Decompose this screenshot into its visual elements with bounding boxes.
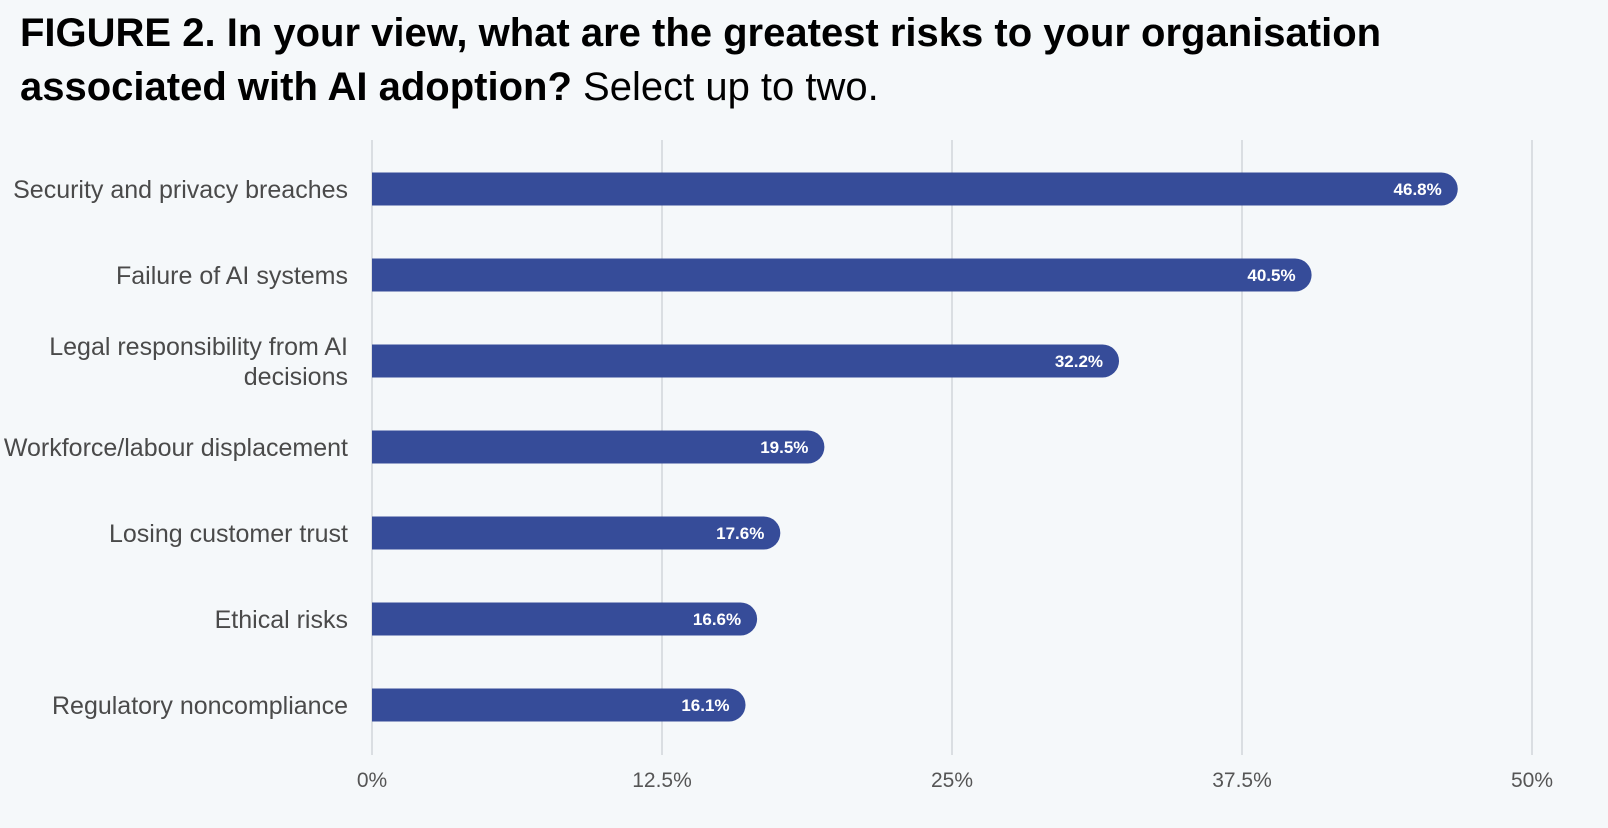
data-label: 16.6% <box>693 610 741 629</box>
data-label: 40.5% <box>1247 266 1295 285</box>
x-tick-label: 37.5% <box>1212 769 1272 792</box>
category-labels: Security and privacy breaches Failure of … <box>4 176 348 720</box>
bar <box>372 430 825 464</box>
category-label: decisions <box>244 363 348 391</box>
category-label: Legal responsibility from AI <box>49 333 348 361</box>
chart-title: FIGURE 2. In your view, what are the gre… <box>20 6 1580 114</box>
data-label: 16.1% <box>681 696 729 715</box>
bar <box>372 602 758 636</box>
x-axis-ticks: 0% 12.5% 25% 37.5% 50% <box>357 769 1553 792</box>
data-label: 46.8% <box>1394 180 1442 199</box>
x-tick-label: 50% <box>1511 769 1553 792</box>
category-label: Regulatory noncompliance <box>52 692 348 720</box>
category-label: Losing customer trust <box>109 520 348 548</box>
category-label: Security and privacy breaches <box>13 176 348 204</box>
data-label: 17.6% <box>716 524 764 543</box>
x-tick-label: 0% <box>357 769 387 792</box>
category-label: Ethical risks <box>215 606 348 634</box>
bar <box>372 344 1120 378</box>
data-label: 19.5% <box>760 438 808 457</box>
x-tick-label: 25% <box>931 769 973 792</box>
chart-title-sub: Select up to two. <box>583 65 879 109</box>
bar <box>372 516 781 550</box>
bar <box>372 258 1312 292</box>
gridlines <box>371 140 1533 755</box>
data-label: 32.2% <box>1055 352 1103 371</box>
category-label: Workforce/labour displacement <box>4 434 348 462</box>
x-tick-label: 12.5% <box>632 769 692 792</box>
bar <box>372 172 1458 206</box>
category-label: Failure of AI systems <box>116 262 348 290</box>
bars: 46.8% 40.5% 32.2% 19.5% 17.6% 16.6% 16.1% <box>372 172 1458 722</box>
bar <box>372 688 746 722</box>
chart-title-main: FIGURE 2. In your view, what are the gre… <box>20 11 1382 109</box>
